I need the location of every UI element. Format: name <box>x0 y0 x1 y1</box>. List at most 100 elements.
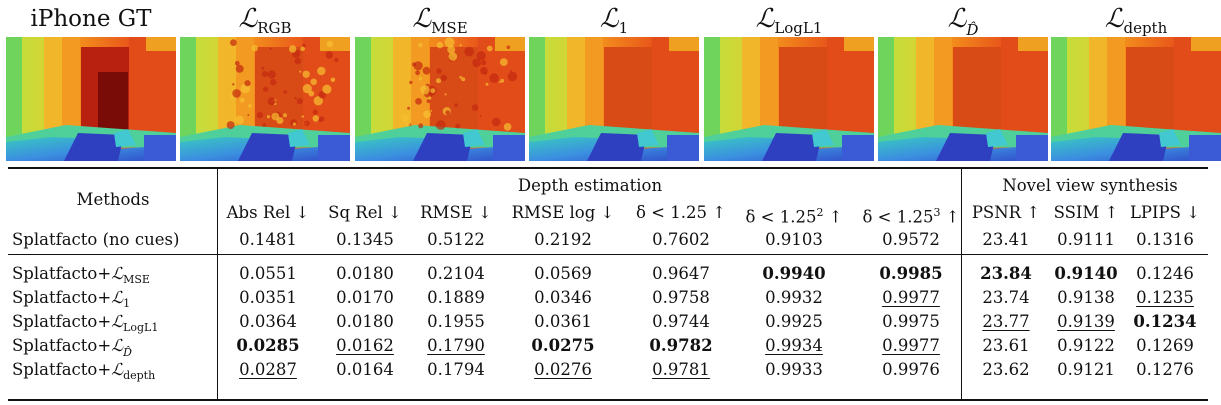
panel-title: ℒD̂ <box>947 4 979 39</box>
cell-abs-rel: 0.0551 <box>239 264 297 283</box>
panel-l-dhat: ℒD̂ <box>878 0 1048 165</box>
cell-psnr: 23.74 <box>982 288 1030 307</box>
cell-sq-rel: 0.0180 <box>336 312 394 331</box>
methods-header: Methods <box>76 190 150 209</box>
baseline-method: Splatfacto (no cues) <box>12 230 180 249</box>
cell-rmse: 0.2104 <box>427 264 485 283</box>
cell-ssim: 0.9138 <box>1057 288 1115 307</box>
cell-lpips: 0.1246 <box>1136 264 1194 283</box>
cell-abs-rel: 0.1481 <box>239 230 297 249</box>
cell-psnr: 23.77 <box>982 312 1030 331</box>
panel-l-rgb: ℒRGB <box>180 0 350 165</box>
cell-ssim: 0.9139 <box>1057 312 1115 331</box>
panel-title: iPhone GT <box>30 6 152 32</box>
cell-rmse-log: 0.0361 <box>534 312 592 331</box>
cell-rmse-log: 0.0276 <box>534 360 592 379</box>
cell-delta-2: 0.9925 <box>765 312 823 331</box>
depth-estimation-header: Depth estimation <box>517 176 663 195</box>
row-method: Splatfacto+ℒdepth <box>12 360 156 382</box>
panel-l-1: ℒ1 <box>529 0 699 165</box>
cell-delta-1: 0.9758 <box>652 288 710 307</box>
cell-lpips: 0.1234 <box>1133 312 1197 331</box>
cell-delta-3: 0.9977 <box>882 336 940 355</box>
cell-psnr: 23.61 <box>982 336 1030 355</box>
row-method: Splatfacto+ℒLogL1 <box>12 312 159 334</box>
cell-delta-1: 0.7602 <box>652 230 710 249</box>
cell-sq-rel: 0.0164 <box>336 360 394 379</box>
cell-delta-2: 0.9940 <box>762 264 826 283</box>
cell-lpips: 0.1316 <box>1136 230 1194 249</box>
col-delta-3: δ < 1.253 ↑ <box>862 206 960 227</box>
cell-psnr: 23.41 <box>982 230 1030 249</box>
cell-delta-2: 0.9933 <box>765 360 823 379</box>
cell-ssim: 0.9140 <box>1054 264 1118 283</box>
cell-abs-rel: 0.0285 <box>236 336 300 355</box>
cell-abs-rel: 0.0364 <box>239 312 297 331</box>
panel-iphone-gt: iPhone GT <box>6 0 176 165</box>
depth-map-strip: iPhone GT ℒRGB ℒMSE ℒ1 ℒLogL1 ℒD̂ ℒdepth <box>0 0 1221 165</box>
row-method: Splatfacto+ℒD̂ <box>12 336 132 359</box>
cell-abs-rel: 0.0287 <box>239 360 297 379</box>
cell-sq-rel: 0.0170 <box>336 288 394 307</box>
cell-sq-rel: 0.1345 <box>336 230 394 249</box>
col-abs-rel: Abs Rel ↓ <box>226 203 310 222</box>
col-delta-1: δ < 1.25 ↑ <box>635 203 727 222</box>
cell-rmse: 0.1889 <box>427 288 485 307</box>
panel-title: ℒMSE <box>412 4 468 37</box>
bottom-rule <box>8 399 1208 401</box>
top-rule <box>8 167 1208 169</box>
col-ssim: SSIM ↑ <box>1053 203 1119 222</box>
cell-delta-1: 0.9781 <box>652 360 710 379</box>
cell-delta-3: 0.9976 <box>882 360 940 379</box>
panel-title: ℒRGB <box>238 4 292 37</box>
panel-l-mse: ℒMSE <box>355 0 525 165</box>
cell-rmse-log: 0.0275 <box>531 336 595 355</box>
cell-psnr: 23.62 <box>982 360 1030 379</box>
depth-map-image <box>878 37 1048 161</box>
cell-rmse: 0.5122 <box>427 230 485 249</box>
panel-l-logl1: ℒLogL1 <box>704 0 874 165</box>
row-method: Splatfacto+ℒMSE <box>12 264 150 286</box>
cell-abs-rel: 0.0351 <box>239 288 297 307</box>
col-psnr: PSNR ↑ <box>971 203 1041 222</box>
cell-ssim: 0.9122 <box>1057 336 1115 355</box>
cell-rmse-log: 0.0569 <box>534 264 592 283</box>
cell-sq-rel: 0.0180 <box>336 264 394 283</box>
cell-delta-1: 0.9744 <box>652 312 710 331</box>
column-divider <box>217 169 218 399</box>
cell-delta-2: 0.9103 <box>765 230 823 249</box>
row-method: Splatfacto+ℒ1 <box>12 288 131 310</box>
cell-psnr: 23.84 <box>980 264 1032 283</box>
col-rmse: RMSE ↓ <box>420 203 492 222</box>
mid-rule <box>8 254 1208 255</box>
depth-map-image <box>6 37 176 161</box>
depth-map-image <box>1051 37 1221 161</box>
panel-title: ℒdepth <box>1104 4 1168 37</box>
column-divider <box>961 169 962 399</box>
cell-lpips: 0.1235 <box>1136 288 1194 307</box>
col-delta-2: δ < 1.252 ↑ <box>745 206 843 227</box>
cell-lpips: 0.1269 <box>1136 336 1194 355</box>
cell-sq-rel: 0.0162 <box>336 336 394 355</box>
col-rmse-log: RMSE log ↓ <box>511 203 615 222</box>
col-lpips: LPIPS ↓ <box>1129 203 1201 222</box>
cell-delta-3: 0.9985 <box>879 264 943 283</box>
novel-view-synthesis-header: Novel view synthesis <box>1002 176 1178 195</box>
col-sq-rel: Sq Rel ↓ <box>328 203 402 222</box>
cell-rmse: 0.1955 <box>427 312 485 331</box>
cell-delta-3: 0.9977 <box>882 288 940 307</box>
panel-l-depth: ℒdepth <box>1051 0 1221 165</box>
cell-rmse-log: 0.2192 <box>534 230 592 249</box>
cell-rmse: 0.1794 <box>427 360 485 379</box>
panel-title: ℒLogL1 <box>755 4 823 37</box>
cell-ssim: 0.9121 <box>1057 360 1115 379</box>
cell-rmse: 0.1790 <box>427 336 485 355</box>
depth-map-image <box>180 37 350 161</box>
cell-rmse-log: 0.0346 <box>534 288 592 307</box>
cell-delta-2: 0.9934 <box>765 336 823 355</box>
cell-ssim: 0.9111 <box>1057 230 1115 249</box>
cell-delta-3: 0.9572 <box>882 230 940 249</box>
cell-delta-1: 0.9647 <box>652 264 710 283</box>
depth-map-image <box>704 37 874 161</box>
panel-title: ℒ1 <box>599 4 629 37</box>
